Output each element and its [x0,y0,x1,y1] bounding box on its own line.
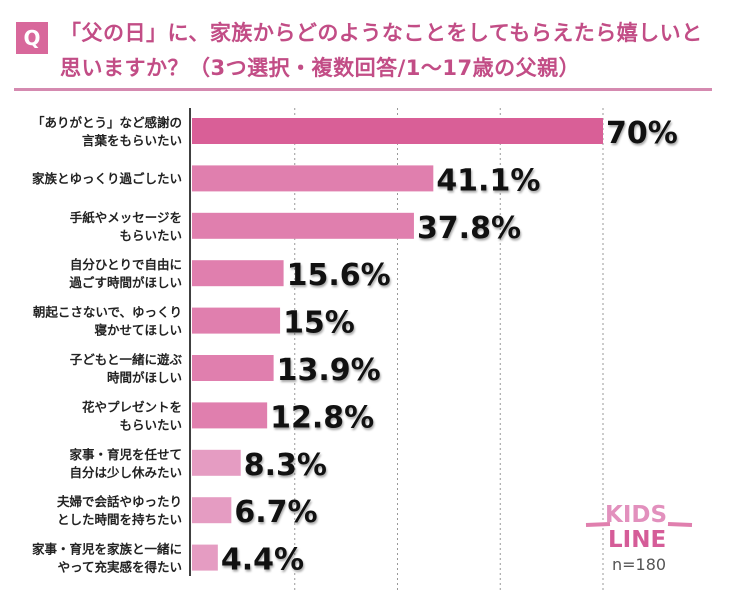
category-label: 自分ひとりで自由に [70,257,182,272]
category-label: 時間がほしい [107,370,182,385]
category-label: 家事・育児を家族と一緒に [32,542,182,557]
bar [192,260,284,287]
category-label: 家事・育児を任せて [69,447,182,462]
category-label: 子どもと一緒に遊ぶ [70,352,183,367]
value-label: 8.3% [244,448,327,483]
category-label: もらいたい [119,417,182,432]
value-label: 15% [283,306,355,341]
category-label: 家族とゆっくり過ごしたい [32,171,182,186]
title-line-2: 思いますか？（3つ選択・複数回答/1〜17歳の父親） [60,56,581,80]
category-label: 手紙やメッセージを [70,210,182,225]
bar [192,212,414,239]
bar [192,544,218,571]
question-badge: Q [16,22,48,54]
category-label: 言葉をもらいたい [82,133,182,148]
category-label: 花やプレゼントを [82,399,182,414]
title-line-1: 「父の日」に、家族からどのようなことをしてもらえたら嬉しいと [60,21,703,45]
title-divider [14,88,712,91]
value-label: 12.8% [270,400,374,435]
category-label: 過ごす時間がほしい [68,275,182,290]
logo-text: KIDS [605,502,667,528]
category-label: もらいたい [119,228,182,243]
bar [192,449,241,476]
category-label: 寝かせてほしい [94,323,182,338]
category-label: とした時間を持ちたい [57,512,182,527]
chart-title: 「父の日」に、家族からどのようなことをしてもらえたら嬉しいと 思いますか？（3つ… [60,16,740,86]
category-label: 「ありがとう」など感謝の [32,115,182,130]
category-label: 夫婦で会話やゆったり [57,494,182,509]
sample-size-note: n=180 [612,555,666,574]
category-label: やって充実感を得たい [58,560,182,575]
value-label: 37.8% [417,211,521,246]
bar [192,307,281,334]
value-label: 6.7% [234,495,317,530]
value-label: 13.9% [277,353,381,388]
category-label: 朝起こさないで、ゆっくり [33,305,182,320]
category-label: 自分は少し休みたい [69,465,182,480]
value-label: 4.4% [221,543,304,578]
value-label: 70% [606,116,678,151]
bar [192,497,232,524]
bar [192,402,268,429]
logo-text: LINE [608,527,666,553]
value-label: 15.6% [287,258,391,293]
bar [192,165,434,192]
value-label: 41.1% [436,163,540,198]
logo-arms [585,522,693,527]
bar [192,118,603,144]
bar [192,355,274,381]
